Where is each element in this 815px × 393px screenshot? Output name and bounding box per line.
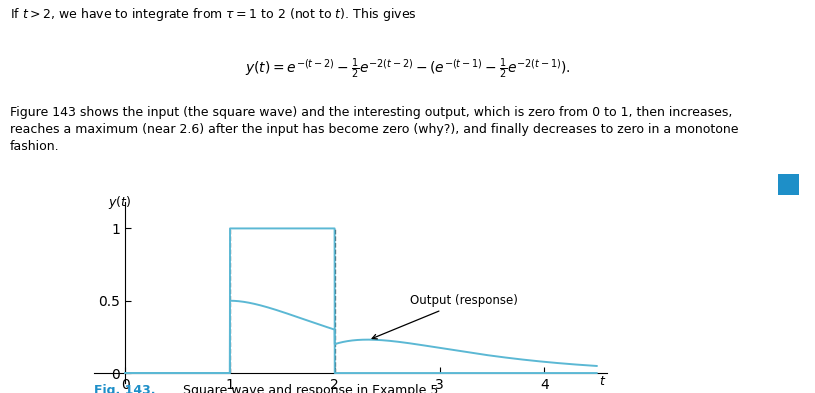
Text: Output (response): Output (response) bbox=[372, 294, 518, 339]
Text: $y(t) = e^{-(t-2)} - \frac{1}{2}e^{-2(t-2)} - (e^{-(t-1)} - \frac{1}{2}e^{-2(t-1: $y(t) = e^{-(t-2)} - \frac{1}{2}e^{-2(t-… bbox=[244, 57, 570, 81]
Text: $y(t)$: $y(t)$ bbox=[108, 194, 131, 211]
Text: Square wave and response in Example 5: Square wave and response in Example 5 bbox=[171, 384, 438, 393]
Text: Figure 143 shows the input (the square wave) and the interesting output, which i: Figure 143 shows the input (the square w… bbox=[10, 106, 738, 153]
Text: If $t > 2$, we have to integrate from $\tau = 1$ to 2 (not to $t$). This gives: If $t > 2$, we have to integrate from $\… bbox=[10, 6, 416, 23]
Text: $t$: $t$ bbox=[599, 375, 606, 387]
Text: Fig. 143.: Fig. 143. bbox=[94, 384, 155, 393]
